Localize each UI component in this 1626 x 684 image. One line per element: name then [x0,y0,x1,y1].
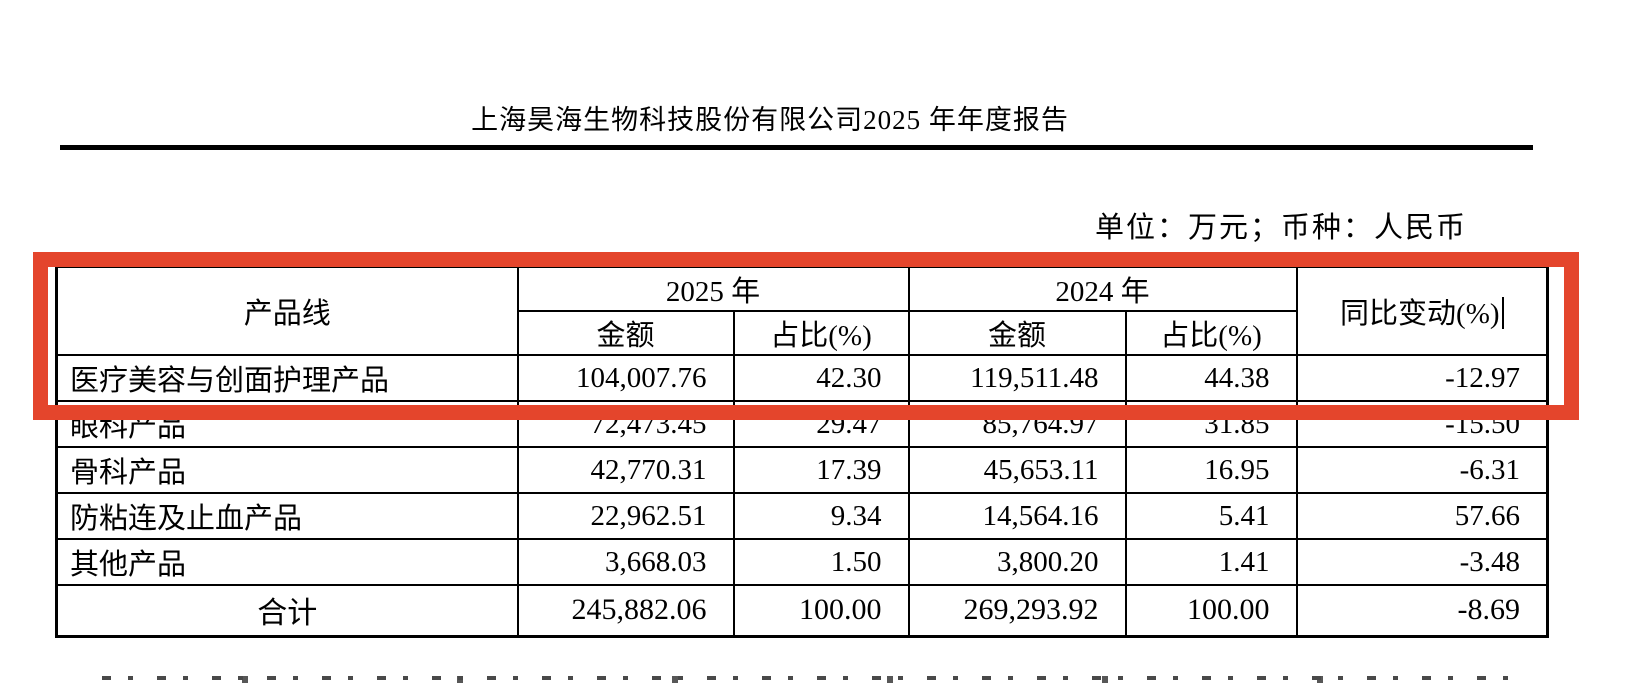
cell-amount-2024: 3,800.20 [907,538,1127,586]
header-share-2024: 占比(%) [1124,310,1298,356]
table-row: 医疗美容与创面护理产品 104,007.76 42.30 119,511.48 … [55,354,1549,402]
header-share-2025: 占比(%) [732,310,910,356]
cell-total-yoy-change: -8.69 [1295,584,1549,637]
cell-total-amount-2025: 245,882.06 [516,584,735,637]
cell-share-2025: 42.30 [732,354,910,402]
cell-share-2024: 16.95 [1124,446,1298,494]
table-header-row-years: 产品线 2025 年 2024 年 同比变动(%) [55,265,1549,356]
highlight-box [33,252,1579,420]
table-row: 防粘连及止血产品 22,962.51 9.34 14,564.16 5.41 5… [55,492,1549,540]
header-yoy-change: 同比变动(%) [1295,265,1549,356]
cell-amount-2025: 42,770.31 [516,446,735,494]
cell-yoy-change: -6.31 [1295,446,1549,494]
header-amount-2025: 金额 [516,310,735,356]
unit-currency-note: 单位：万元；币种：人民币 [1094,212,1467,244]
cell-amount-2024: 119,511.48 [907,354,1127,402]
cell-product-name: 其他产品 [55,538,519,586]
table-total-row: 合计 245,882.06 100.00 269,293.92 100.00 -… [55,584,1549,637]
table-row: 其他产品 3,668.03 1.50 3,800.20 1.41 -3.48 [55,538,1549,586]
cell-yoy-change: -12.97 [1295,354,1549,402]
cell-share-2025: 9.34 [732,492,910,540]
cell-product-name: 防粘连及止血产品 [55,492,519,540]
cell-amount-2024: 14,564.16 [907,492,1127,540]
header-year-2025: 2025 年 [516,265,910,312]
title-divider-rule [60,145,1533,150]
cell-total-amount-2024: 269,293.92 [907,584,1127,637]
cell-yoy-change: -3.48 [1295,538,1549,586]
text-cursor-caret [1501,297,1504,329]
cell-amount-2025: 22,962.51 [516,492,735,540]
cell-share-2025: 1.50 [732,538,910,586]
cutoff-text-line [102,676,1518,684]
cell-amount-2025: 3,668.03 [516,538,735,586]
cell-share-2024: 1.41 [1124,538,1298,586]
header-year-2024: 2024 年 [907,265,1298,312]
cell-product-name: 骨科产品 [55,446,519,494]
cell-amount-2025: 104,007.76 [516,354,735,402]
header-amount-2024: 金额 [907,310,1127,356]
table-row: 骨科产品 42,770.31 17.39 45,653.11 16.95 -6.… [55,446,1549,494]
cell-share-2024: 44.38 [1124,354,1298,402]
cell-product-name: 医疗美容与创面护理产品 [55,354,519,402]
cell-total-share-2025: 100.00 [732,584,910,637]
cell-share-2025: 17.39 [732,446,910,494]
cell-total-label: 合计 [55,584,519,637]
cell-share-2024: 5.41 [1124,492,1298,540]
table-header-row-metrics: 金额 占比(%) 金额 占比(%) [57,310,1548,356]
report-title: 上海昊海生物科技股份有限公司2025 年年度报告 [471,105,1069,135]
cell-amount-2024: 45,653.11 [907,446,1127,494]
cell-yoy-change: 57.66 [1295,492,1549,540]
product-line-revenue-table: 产品线 2025 年 2024 年 同比变动(%) 金额 占比(%) 金额 占比… [55,265,1550,638]
header-yoy-change-label: 同比变动(%) [1340,298,1500,330]
header-product-line: 产品线 [55,265,519,356]
cell-total-share-2024: 100.00 [1124,584,1298,637]
